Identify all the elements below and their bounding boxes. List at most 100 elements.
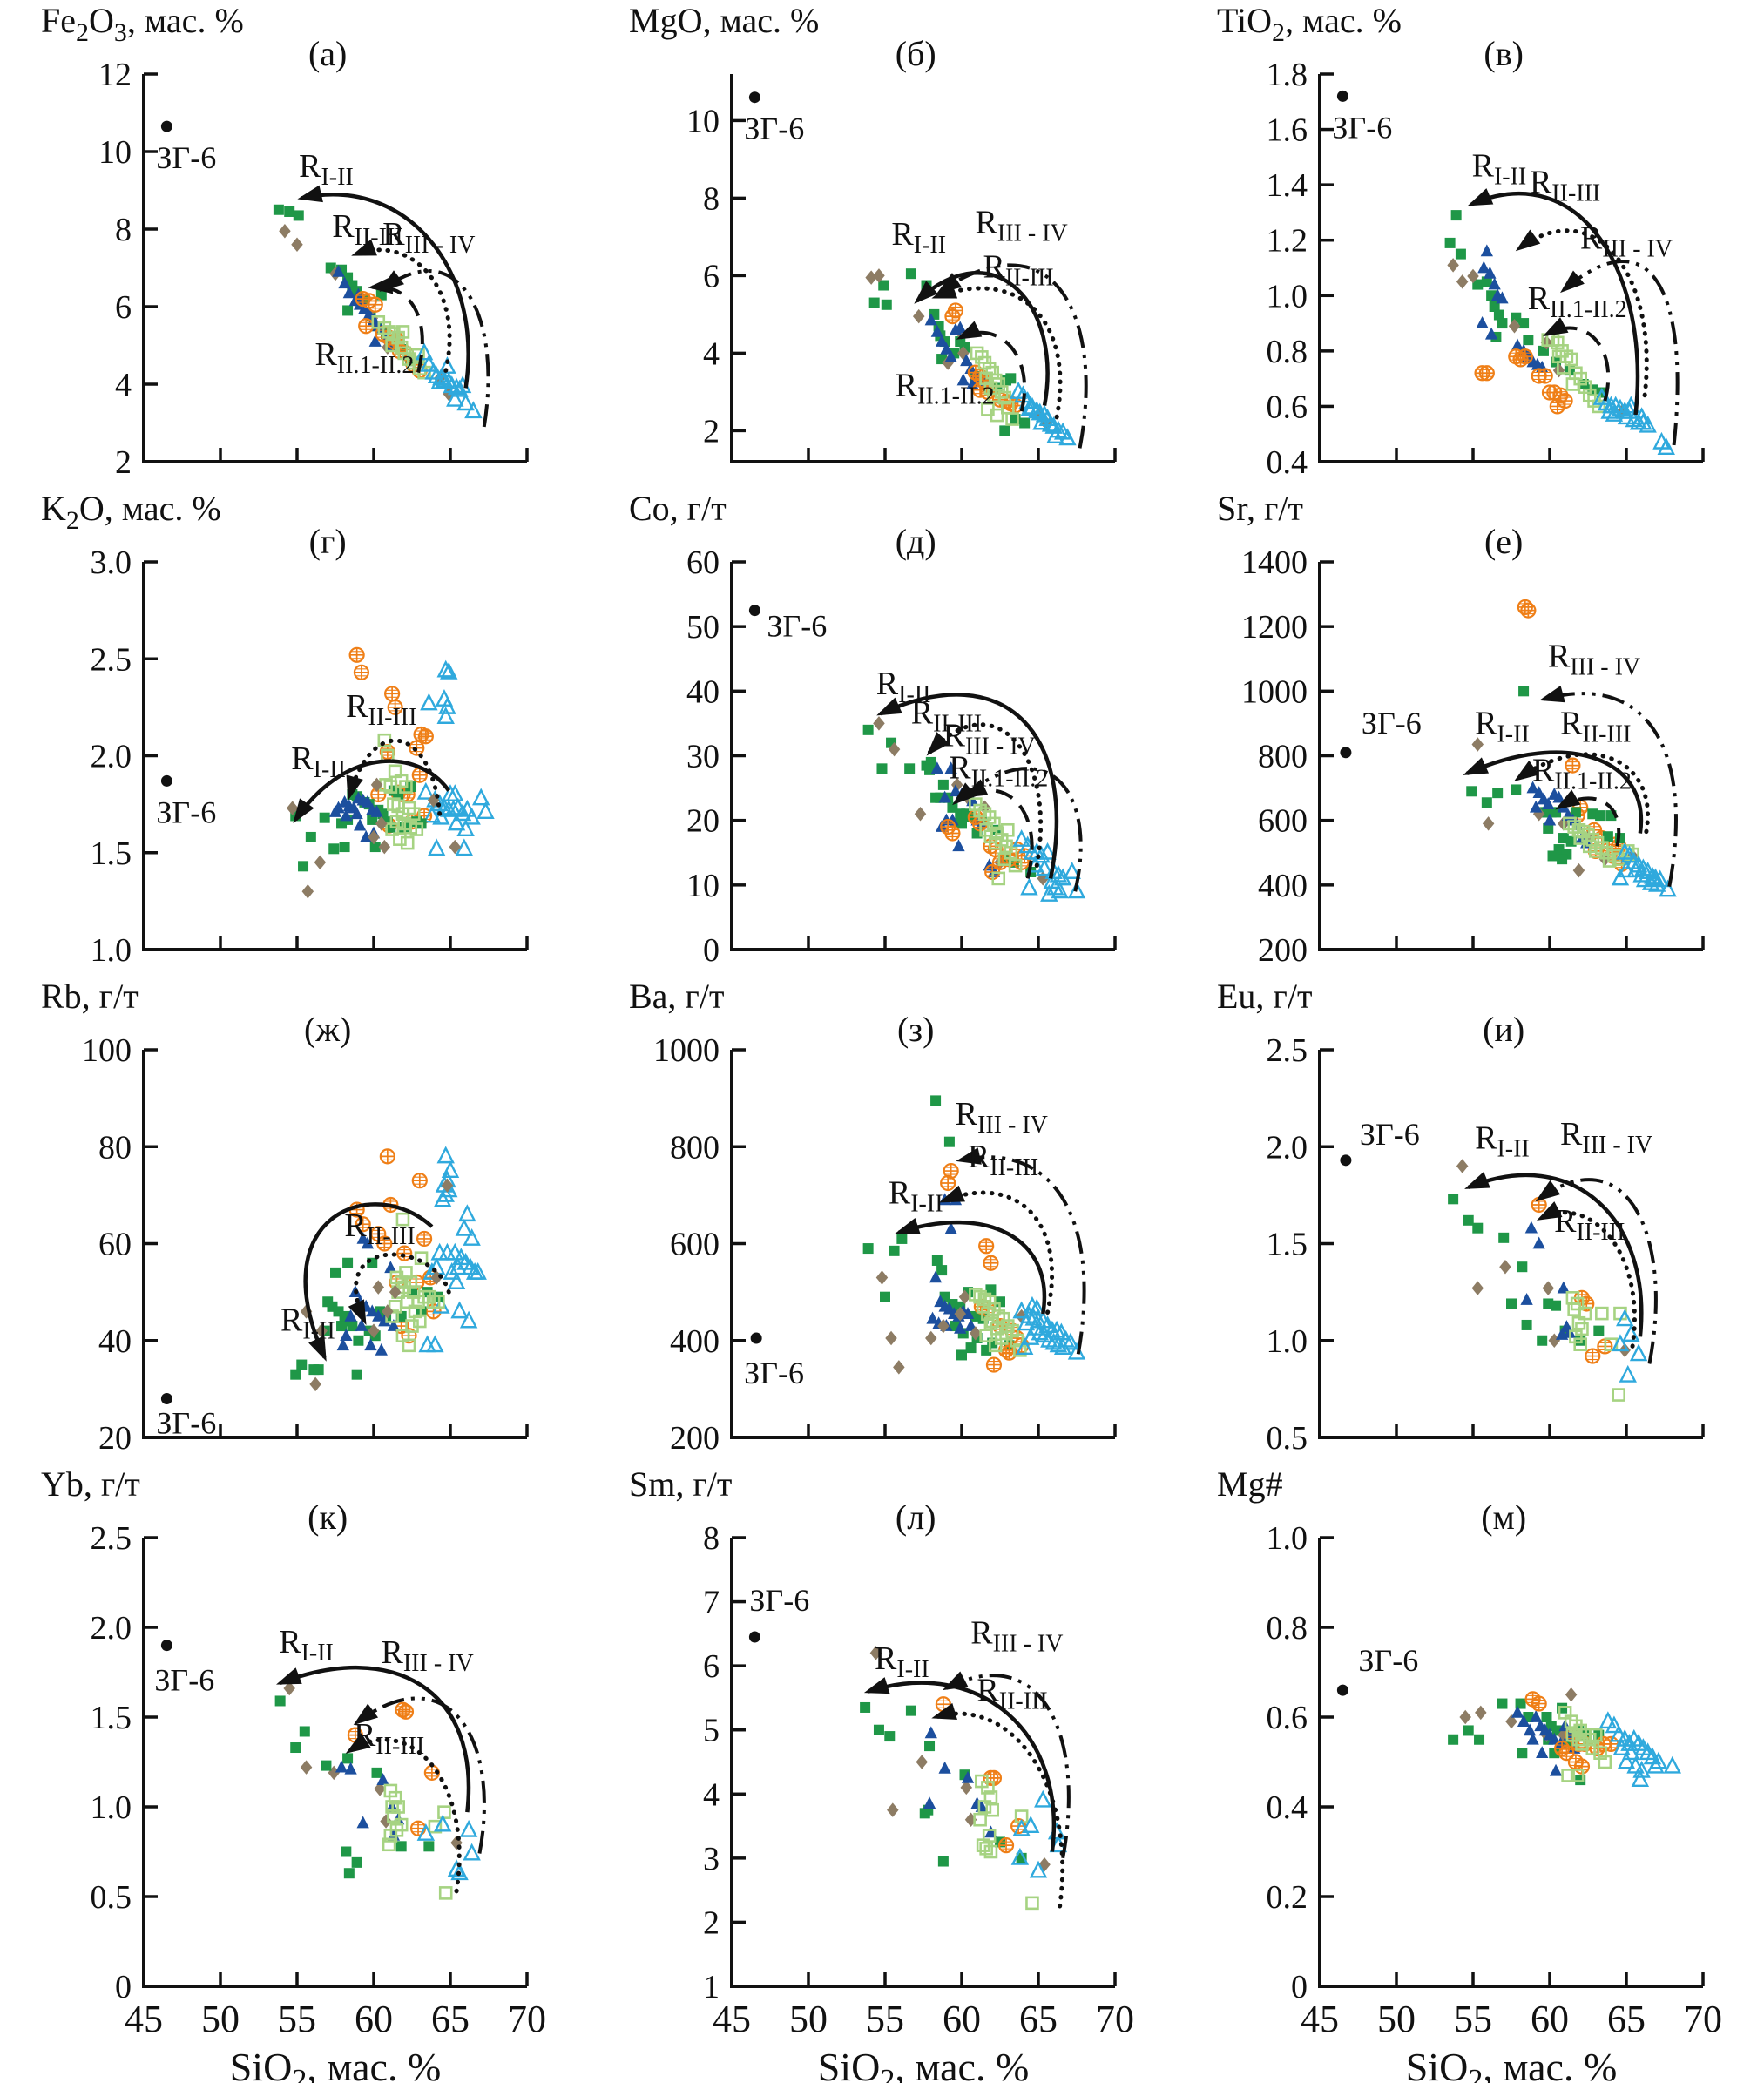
y-tick-label: 3.0 xyxy=(91,544,132,581)
reference-sample-point xyxy=(1340,1154,1352,1167)
y-tick-label: 6 xyxy=(703,1648,720,1685)
trend-arrow-R-III - IV xyxy=(945,1674,1071,1859)
trend-label: RII-III xyxy=(968,1139,1038,1181)
trend-arrow-R-I-II xyxy=(279,1665,471,1813)
trend-arrow-R-I-II xyxy=(301,193,470,389)
trend-label: RIII - IV xyxy=(1560,1116,1652,1159)
data-point xyxy=(924,313,937,326)
y-tick-label: 200 xyxy=(1258,932,1308,969)
panel-letter: (а) xyxy=(308,34,347,73)
x-tick-label: 55 xyxy=(278,1998,316,2040)
data-point xyxy=(1548,1333,1561,1348)
x-tick-label: 60 xyxy=(943,1998,981,2040)
y-tick-label: 40 xyxy=(686,673,720,710)
panel-z: 200 400 600 800 1000 Ba, г/т (з) RIII - IVRII-I… xyxy=(629,977,1117,1457)
data-point xyxy=(952,839,965,852)
reference-sample-point xyxy=(748,1631,760,1643)
data-point xyxy=(284,206,295,217)
data-point xyxy=(372,1280,385,1295)
data-point xyxy=(1521,1319,1532,1330)
panel-letter: (д) xyxy=(896,522,936,561)
data-point xyxy=(1038,842,1057,860)
reference-sample-label: ЗГ-6 xyxy=(1360,1117,1420,1152)
series-green-filled-square xyxy=(1466,686,1625,865)
data-point xyxy=(1053,1337,1072,1356)
data-point xyxy=(936,1265,948,1276)
reference-sample-point xyxy=(1336,1684,1348,1696)
y-tick-label: 400 xyxy=(670,1323,720,1360)
trend-label: RII-III xyxy=(344,1207,415,1250)
data-point xyxy=(1035,858,1054,876)
data-point xyxy=(958,1289,971,1304)
y-tick-label: 6 xyxy=(115,289,132,326)
data-point xyxy=(471,788,490,806)
arrowhead xyxy=(962,779,989,798)
data-point xyxy=(340,808,353,822)
data-point xyxy=(1530,800,1543,813)
data-point xyxy=(1040,1329,1058,1348)
arrowhead xyxy=(926,732,950,756)
y-tick-label: 10 xyxy=(686,103,720,139)
data-point xyxy=(449,839,462,855)
data-point xyxy=(351,1856,362,1868)
y-tick-label: 2.0 xyxy=(1267,1129,1308,1166)
data-point xyxy=(970,1326,982,1341)
panel-letter: (б) xyxy=(896,34,936,73)
data-point xyxy=(1044,1332,1063,1350)
data-point xyxy=(930,324,943,337)
arrowhead xyxy=(863,1677,890,1694)
data-point xyxy=(1632,407,1651,425)
trend-label: RIII - IV xyxy=(1580,220,1673,262)
data-point xyxy=(1511,1705,1524,1718)
data-point xyxy=(991,871,1006,886)
data-point xyxy=(942,355,954,370)
x-tick-label: 70 xyxy=(508,1998,546,2040)
arrowhead xyxy=(1463,757,1490,775)
trend-label: RI-II xyxy=(279,1624,334,1667)
data-point xyxy=(865,270,877,285)
data-point xyxy=(435,369,454,388)
trend-arrow-R-I-II xyxy=(1467,1173,1644,1337)
data-point xyxy=(378,839,391,855)
trend-label: RII-III xyxy=(911,694,982,737)
data-point xyxy=(1471,1281,1484,1295)
data-point xyxy=(372,1309,385,1322)
data-point xyxy=(1016,1852,1027,1863)
data-point xyxy=(960,354,973,367)
data-point xyxy=(426,1335,444,1353)
data-point xyxy=(893,1360,905,1375)
data-point xyxy=(1530,1709,1543,1722)
data-point xyxy=(370,804,383,817)
data-point xyxy=(356,1816,369,1829)
x-axis-title: SiO2, мас. % xyxy=(230,2045,442,2083)
y-tick-label: 2 xyxy=(703,1904,720,1941)
data-point xyxy=(459,1310,478,1329)
data-point xyxy=(1474,1734,1485,1745)
data-point xyxy=(940,342,953,355)
y-tick-label: 0 xyxy=(703,932,720,969)
y-tick-label: 0.6 xyxy=(1267,1700,1308,1736)
x-tick-label: 45 xyxy=(125,1998,163,2040)
y-tick-label: 2.0 xyxy=(91,1610,132,1647)
data-point xyxy=(1499,1259,1511,1275)
data-point xyxy=(1455,248,1466,260)
trend-label: RIII - IV xyxy=(970,1614,1063,1657)
data-point xyxy=(436,1146,455,1164)
data-point xyxy=(1012,828,1031,847)
data-point xyxy=(1663,1755,1682,1774)
trend-arrow-R-I-II xyxy=(294,759,451,822)
data-point xyxy=(1031,1322,1049,1341)
data-point xyxy=(1537,1335,1548,1346)
y-axis-title: Fe2O3, мас. % xyxy=(41,1,244,47)
y-tick-label: 0.4 xyxy=(1267,444,1308,481)
series-navy-filled-triangle xyxy=(335,1760,405,1841)
data-point xyxy=(868,297,880,308)
data-point xyxy=(447,1272,466,1289)
data-point xyxy=(273,204,284,215)
arrowhead xyxy=(931,1702,957,1721)
data-point xyxy=(286,801,299,815)
data-point xyxy=(293,210,304,221)
reference-sample-point xyxy=(160,774,172,787)
arrowhead xyxy=(1539,685,1565,703)
